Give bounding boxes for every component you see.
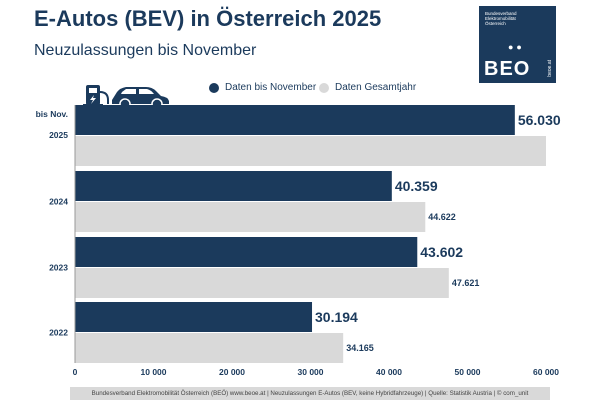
x-tick-label-5: 50 000 (455, 367, 481, 377)
logo-text: BEO (484, 58, 531, 80)
legend-swatch-november (209, 82, 219, 93)
data-label-gesamtjahr-1: 44.622 (428, 212, 456, 222)
x-tick-label-1: 10 000 (141, 367, 167, 377)
x-tick-label-2: 20 000 (219, 367, 245, 377)
beo-logo: Bundesverband Elektromobilität Österreic… (479, 6, 556, 83)
data-label-gesamtjahr-2: 47.621 (452, 278, 480, 288)
legend-label-november: Daten bis November (225, 82, 317, 93)
category-label-2-0: 2023 (49, 263, 68, 273)
data-label-november-1: 40.359 (395, 178, 438, 194)
category-label-3-0: 2022 (49, 328, 68, 338)
x-tick-label-0: 0 (73, 367, 78, 377)
x-tick-label-4: 40 000 (376, 367, 402, 377)
bar-gesamtjahr-0 (75, 136, 546, 166)
data-label-november-3: 30.194 (315, 309, 358, 325)
data-label-gesamtjahr-3: 34.165 (346, 343, 374, 353)
legend-item-november: Daten bis November (209, 82, 316, 93)
bar-gesamtjahr-2 (75, 268, 449, 298)
legend-label-gesamtjahr: Daten Gesamtjahr (335, 82, 417, 93)
bar-november-1 (75, 171, 392, 201)
chart-title: E-Autos (BEV) in Österreich 2025 (34, 6, 382, 31)
footer-source: Bundesverband Elektromobilität Österreic… (70, 387, 550, 400)
bar-november-3 (75, 302, 313, 332)
logo-lines: Bundesverband Elektromobilität Österreic… (485, 11, 517, 26)
data-label-november-2: 43.602 (420, 244, 463, 260)
legend-swatch-gesamtjahr (319, 82, 329, 93)
bar-november-0 (75, 105, 515, 135)
bar-november-2 (75, 237, 418, 267)
logo-dots: ●● (508, 42, 525, 52)
category-label-1-0: 2024 (49, 197, 68, 207)
chart-subtitle: Neuzulassungen bis November (34, 42, 257, 59)
bar-gesamtjahr-3 (75, 333, 344, 363)
x-tick-label-6: 60 000 (533, 367, 559, 377)
bar-gesamtjahr-1 (75, 202, 426, 232)
data-label-november-0: 56.030 (518, 112, 561, 128)
category-label-0-1: 2025 (49, 130, 68, 140)
legend-item-gesamtjahr: Daten Gesamtjahr (319, 82, 416, 93)
x-tick-label-3: 30 000 (298, 367, 324, 377)
category-label-0-0: bis Nov. (36, 109, 68, 119)
